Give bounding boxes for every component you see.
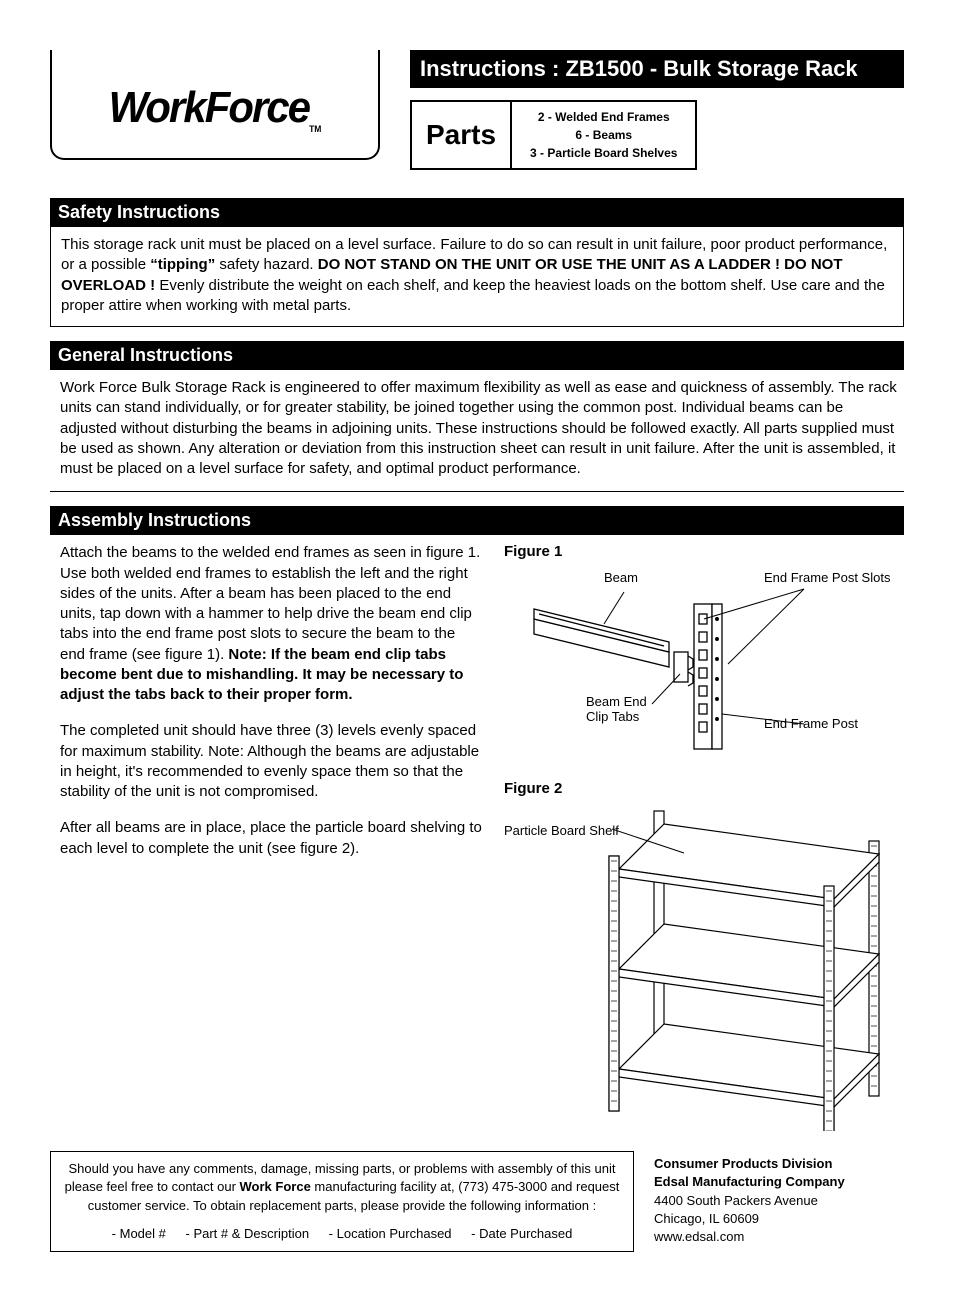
footer-box: Should you have any comments, damage, mi… — [50, 1151, 634, 1252]
figure2-svg — [504, 801, 904, 1131]
assembly-p3: After all beams are in place, place the … — [60, 818, 484, 859]
fig2-shelf-label: Particle Board Shelf — [504, 823, 619, 838]
logo-tm: TM — [309, 123, 321, 133]
parts-list-box: 2 - Welded End Frames 6 - Beams 3 - Part… — [512, 100, 697, 170]
fig1-post-label: End Frame Post — [764, 716, 858, 731]
footer-items: - Model # - Part # & Description - Locat… — [63, 1225, 621, 1243]
safety-post: Evenly distribute the weight on each she… — [61, 277, 885, 314]
general-heading: General Instructions — [50, 341, 904, 370]
safety-mid1: safety hazard. — [215, 256, 318, 273]
safety-bold1: “tipping” — [150, 256, 215, 273]
addr-l4: Chicago, IL 60609 — [654, 1211, 759, 1226]
logo-text: WorkForceTM — [109, 83, 322, 134]
safety-heading: Safety Instructions — [50, 198, 904, 227]
parts-item-1: 6 - Beams — [530, 126, 677, 144]
fig1-slots-label: End Frame Post Slots — [764, 570, 890, 585]
logo-word: WorkForce — [109, 83, 309, 132]
figure1-box: Beam End Frame Post Slots Beam End Clip … — [504, 564, 904, 774]
addr-l1: Consumer Products Division — [654, 1156, 832, 1171]
parts-row: Parts 2 - Welded End Frames 6 - Beams 3 … — [410, 100, 904, 170]
figure1-svg — [504, 564, 884, 764]
title-bar: Instructions : ZB1500 - Bulk Storage Rac… — [410, 50, 904, 88]
logo-box: WorkForceTM — [50, 50, 380, 160]
assembly-p1: Attach the beams to the welded end frame… — [60, 543, 484, 705]
footer-item-0: - Model # — [112, 1226, 166, 1241]
footer-item-1: - Part # & Description — [186, 1226, 310, 1241]
assembly-body: Attach the beams to the welded end frame… — [50, 535, 904, 1131]
footer-item-3: - Date Purchased — [471, 1226, 572, 1241]
figure2-label: Figure 2 — [504, 780, 904, 797]
addr-l3: 4400 South Packers Avenue — [654, 1193, 818, 1208]
header-right: Instructions : ZB1500 - Bulk Storage Rac… — [410, 50, 904, 170]
addr-l5: www.edsal.com — [654, 1229, 744, 1244]
fig1-beam-label: Beam — [604, 570, 638, 585]
footer-bold: Work Force — [240, 1179, 311, 1194]
assembly-heading: Assembly Instructions — [50, 506, 904, 535]
page: WorkForceTM Instructions : ZB1500 - Bulk… — [0, 0, 954, 1292]
assembly-p2: The completed unit should have three (3)… — [60, 721, 484, 802]
general-body: Work Force Bulk Storage Rack is engineer… — [50, 370, 904, 492]
parts-label-box: Parts — [410, 100, 512, 170]
figure2-box: Particle Board Shelf — [504, 801, 904, 1131]
footer-item-2: - Location Purchased — [329, 1226, 452, 1241]
assembly-text: Attach the beams to the welded end frame… — [60, 543, 484, 1131]
figure1-label: Figure 1 — [504, 543, 904, 560]
footer: Should you have any comments, damage, mi… — [50, 1151, 904, 1252]
parts-item-2: 3 - Particle Board Shelves — [530, 144, 677, 162]
header-row: WorkForceTM Instructions : ZB1500 - Bulk… — [50, 50, 904, 170]
figures-column: Figure 1 — [504, 543, 904, 1131]
parts-label: Parts — [426, 119, 496, 151]
footer-address: Consumer Products Division Edsal Manufac… — [654, 1151, 904, 1246]
parts-item-0: 2 - Welded End Frames — [530, 108, 677, 126]
fig1-tabs-label: Beam End Clip Tabs — [586, 694, 647, 724]
addr-l2: Edsal Manufacturing Company — [654, 1174, 845, 1189]
safety-body: This storage rack unit must be placed on… — [50, 227, 904, 327]
